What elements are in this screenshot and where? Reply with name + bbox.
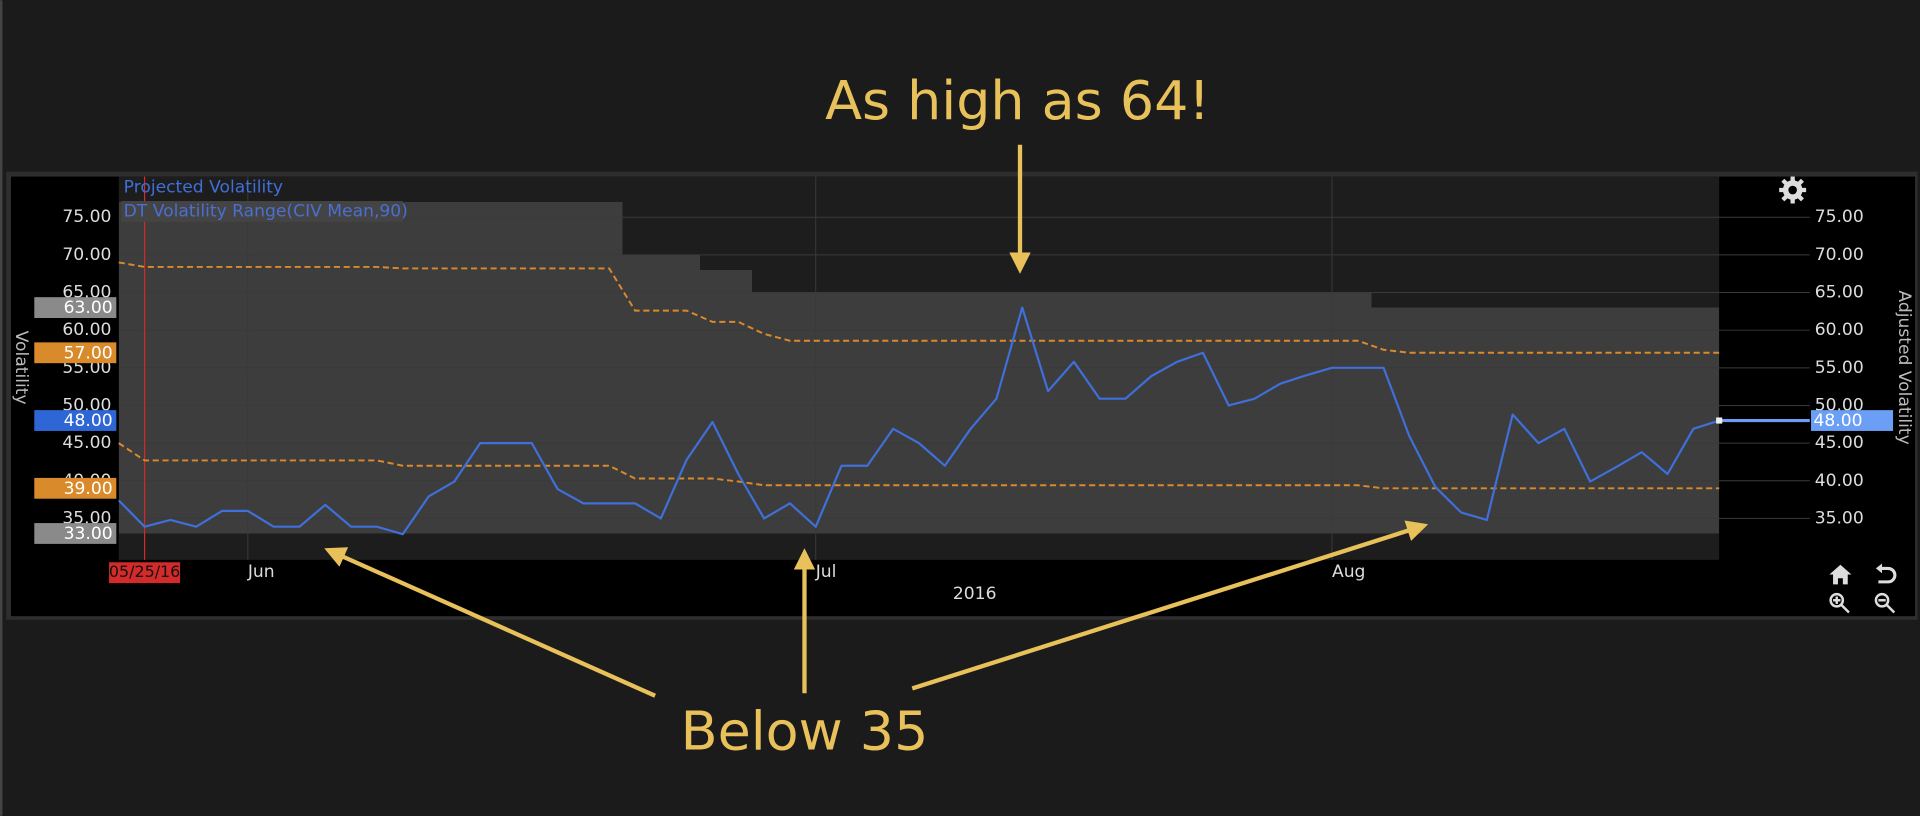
range-band [1009, 292, 1036, 534]
value-tag-label: 48.00 [1813, 411, 1862, 431]
range-band [1525, 307, 1553, 534]
value-tag-label: 39.00 [64, 479, 113, 499]
y-tick-label: 60.00 [62, 320, 111, 340]
legend-bg [121, 201, 403, 222]
value-tag [34, 342, 117, 364]
y2-tick-label: 75.00 [1815, 207, 1864, 227]
range-band [1628, 307, 1656, 534]
undo-icon[interactable] [1875, 563, 1897, 584]
value-tag [1811, 410, 1894, 431]
range-band [906, 292, 933, 534]
last-value-dot [1716, 417, 1723, 424]
range-band [1448, 307, 1475, 534]
range-band [1164, 292, 1191, 534]
range-band [854, 292, 881, 534]
range-band [1344, 292, 1372, 534]
y-tick-label: 70.00 [62, 245, 111, 265]
x-tick-label: Jun [247, 562, 275, 582]
range-band [1086, 292, 1114, 534]
range-band [1035, 292, 1062, 534]
range-lower-line [118, 442, 1720, 490]
range-band [880, 292, 907, 534]
chart-layer: 35.0035.0040.0040.0045.0045.0050.0050.00… [11, 176, 1914, 604]
range-band [1422, 307, 1449, 534]
value-tag-label: 57.00 [64, 343, 113, 363]
range-band [828, 292, 856, 534]
y2-tick-label: 60.00 [1815, 320, 1864, 340]
range-band [1473, 307, 1501, 534]
value-tag [34, 297, 117, 318]
range-band [1680, 307, 1707, 534]
y-axis-label: Volatility [11, 331, 31, 405]
window-edge [0, 0, 3, 816]
y2-axis-label: Adjusted Volatility [1894, 290, 1914, 444]
zoom-in-icon[interactable] [1829, 592, 1850, 614]
y2-tick-label: 65.00 [1815, 283, 1864, 303]
range-band [1603, 307, 1630, 534]
x-tick-label: Aug [1332, 562, 1365, 582]
y-tick-label: 45.00 [62, 433, 111, 453]
range-band [957, 292, 985, 534]
y2-tick-label: 40.00 [1815, 471, 1864, 491]
legend-entry: Projected Volatility [124, 178, 283, 198]
range-band [1654, 307, 1682, 534]
range-band [1551, 307, 1578, 534]
annotation: As high as 64! [825, 69, 1210, 132]
y2-tick-label: 35.00 [1815, 508, 1864, 528]
y-tick-label: 75.00 [62, 207, 111, 227]
range-band [1370, 307, 1398, 534]
zoom-out-icon[interactable] [1874, 592, 1896, 614]
range-band [1267, 292, 1294, 534]
range-band [931, 292, 959, 534]
range-band [777, 292, 804, 534]
value-tag [34, 477, 117, 499]
value-tag [34, 523, 117, 544]
x-tick-label: 05/25/16 [109, 562, 180, 581]
range-band [1138, 292, 1165, 534]
range-band [622, 254, 649, 534]
range-band [1190, 292, 1217, 534]
value-tag [34, 410, 117, 431]
range-upper-line [118, 261, 1720, 354]
range-band [647, 254, 675, 534]
value-tag-label: 33.00 [64, 524, 113, 544]
range-band [983, 292, 1010, 534]
range-band [1060, 292, 1088, 534]
y2-tick-label: 70.00 [1815, 245, 1864, 265]
settings-icon[interactable] [1779, 176, 1807, 204]
legend-entry: DT Volatility Range(CIV Mean,90) [124, 201, 408, 221]
range-band [751, 292, 778, 534]
range-band [1241, 292, 1269, 534]
y2-tick-label: 45.00 [1815, 433, 1864, 453]
series-line [117, 306, 1720, 536]
range-band [1706, 307, 1720, 534]
range-band [1396, 307, 1423, 534]
y2-tick-label: 55.00 [1815, 358, 1864, 378]
range-band [725, 269, 752, 534]
range-band [673, 254, 701, 534]
value-tag-label: 63.00 [64, 298, 113, 318]
x-axis-label: 2016 [953, 584, 997, 604]
range-band [1577, 307, 1604, 534]
annotation-arrows [324, 144, 1429, 698]
range-band [1293, 292, 1320, 534]
x-tick-label: Jul [815, 562, 837, 582]
cursor-label-bg [109, 562, 181, 584]
range-band [1112, 292, 1140, 534]
range-band [1499, 307, 1527, 534]
range-band [1215, 292, 1243, 534]
range-band [699, 269, 726, 534]
annotation: Below 35 [681, 700, 929, 763]
value-tag-label: 48.00 [64, 411, 113, 431]
